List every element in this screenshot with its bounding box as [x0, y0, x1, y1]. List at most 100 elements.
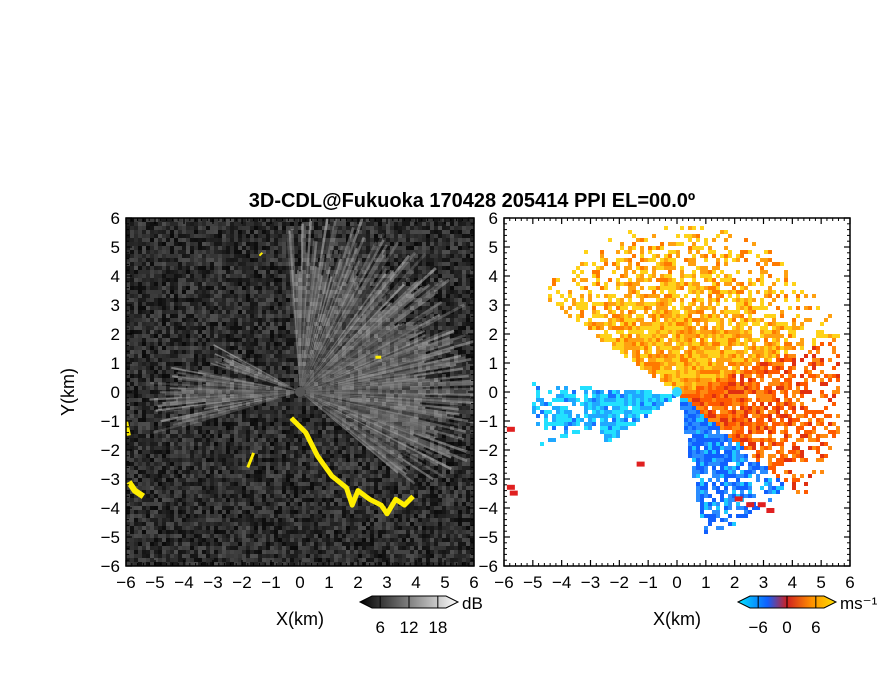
snr-noise-cell: [162, 386, 166, 390]
snr-noise-cell: [406, 370, 410, 374]
snr-noise-cell: [370, 358, 374, 362]
snr-noise-cell: [238, 294, 242, 298]
snr-noise-cell: [462, 246, 466, 250]
snr-noise-cell: [398, 330, 402, 334]
snr-noise-cell: [198, 446, 202, 450]
snr-noise-cell: [282, 390, 286, 394]
snr-noise-cell: [138, 326, 142, 330]
snr-noise-cell: [298, 246, 302, 250]
snr-noise-cell: [302, 294, 306, 298]
snr-noise-cell: [314, 326, 318, 330]
snr-noise-cell: [198, 326, 202, 330]
snr-noise-cell: [362, 230, 366, 234]
snr-noise-cell: [286, 338, 290, 342]
snr-noise-cell: [182, 326, 186, 330]
snr-noise-cell: [218, 262, 222, 266]
snr-noise-cell: [466, 442, 470, 446]
snr-noise-cell: [266, 270, 270, 274]
snr-noise-cell: [298, 266, 302, 270]
snr-noise-cell: [138, 338, 142, 342]
snr-noise-cell: [418, 262, 422, 266]
snr-noise-cell: [210, 238, 214, 242]
snr-noise-cell: [442, 274, 446, 278]
snr-noise-cell: [202, 302, 206, 306]
snr-noise-cell: [210, 410, 214, 414]
snr-noise-cell: [382, 346, 386, 350]
snr-noise-cell: [454, 410, 458, 414]
snr-noise-cell: [274, 218, 278, 222]
snr-noise-cell: [466, 338, 470, 342]
snr-noise-cell: [454, 398, 458, 402]
snr-noise-cell: [382, 366, 386, 370]
snr-noise-cell: [306, 370, 310, 374]
snr-noise-cell: [146, 418, 150, 422]
snr-noise-cell: [454, 242, 458, 246]
snr-noise-cell: [250, 338, 254, 342]
snr-noise-cell: [358, 266, 362, 270]
snr-noise-cell: [222, 258, 226, 262]
snr-noise-cell: [174, 270, 178, 274]
snr-noise-cell: [214, 226, 218, 230]
snr-noise-cell: [274, 378, 278, 382]
snr-noise-cell: [182, 410, 186, 414]
snr-noise-cell: [338, 274, 342, 278]
snr-noise-cell: [258, 258, 262, 262]
snr-noise-cell: [446, 342, 450, 346]
snr-noise-cell: [154, 346, 158, 350]
snr-noise-cell: [406, 242, 410, 246]
snr-noise-cell: [450, 314, 454, 318]
snr-noise-cell: [306, 298, 310, 302]
snr-noise-cell: [350, 434, 354, 438]
snr-noise-cell: [330, 238, 334, 242]
snr-noise-cell: [266, 422, 270, 426]
snr-noise-cell: [278, 402, 282, 406]
snr-noise-cell: [142, 238, 146, 242]
snr-noise-cell: [158, 350, 162, 354]
snr-noise-cell: [158, 422, 162, 426]
snr-noise-cell: [446, 390, 450, 394]
snr-noise-cell: [174, 362, 178, 366]
snr-noise-cell: [282, 322, 286, 326]
snr-noise-cell: [158, 286, 162, 290]
snr-noise-cell: [142, 402, 146, 406]
snr-noise-cell: [414, 402, 418, 406]
snr-noise-cell: [206, 386, 210, 390]
snr-noise-cell: [218, 222, 222, 226]
snr-noise-cell: [134, 310, 138, 314]
snr-noise-cell: [386, 230, 390, 234]
snr-noise-cell: [226, 350, 230, 354]
snr-noise-cell: [150, 282, 154, 286]
snr-noise-cell: [158, 418, 162, 422]
snr-noise-cell: [426, 306, 430, 310]
snr-noise-cell: [334, 418, 338, 422]
snr-noise-cell: [126, 366, 130, 370]
snr-noise-cell: [426, 430, 430, 434]
snr-noise-cell: [442, 262, 446, 266]
snr-noise-cell: [450, 354, 454, 358]
snr-noise-cell: [278, 350, 282, 354]
snr-noise-cell: [378, 278, 382, 282]
snr-noise-cell: [142, 318, 146, 322]
snr-noise-cell: [218, 414, 222, 418]
snr-noise-cell: [410, 242, 414, 246]
snr-noise-cell: [158, 434, 162, 438]
snr-noise-cell: [134, 278, 138, 282]
snr-noise-cell: [146, 406, 150, 410]
snr-noise-cell: [174, 366, 178, 370]
snr-noise-cell: [450, 306, 454, 310]
snr-noise-cell: [294, 346, 298, 350]
snr-noise-cell: [186, 286, 190, 290]
snr-noise-cell: [326, 314, 330, 318]
snr-noise-cell: [294, 322, 298, 326]
snr-noise-cell: [234, 430, 238, 434]
snr-noise-cell: [314, 426, 318, 430]
snr-noise-cell: [430, 266, 434, 270]
snr-noise-cell: [298, 294, 302, 298]
snr-noise-cell: [222, 442, 226, 446]
snr-noise-cell: [438, 342, 442, 346]
snr-noise-cell: [170, 418, 174, 422]
snr-noise-cell: [254, 366, 258, 370]
snr-noise-cell: [422, 342, 426, 346]
snr-noise-cell: [294, 366, 298, 370]
snr-noise-cell: [186, 278, 190, 282]
